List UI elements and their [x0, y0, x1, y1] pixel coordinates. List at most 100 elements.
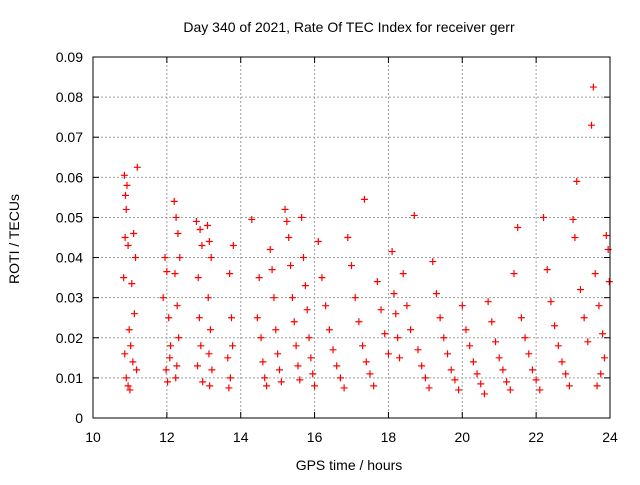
data-point	[203, 221, 211, 229]
data-point	[432, 290, 440, 298]
y-tick-label: 0.03	[56, 290, 83, 306]
data-point	[163, 268, 171, 276]
data-point	[429, 258, 437, 266]
data-point	[565, 382, 573, 390]
data-point	[588, 121, 596, 129]
data-point	[121, 191, 129, 199]
data-point	[274, 350, 282, 358]
data-point	[162, 366, 170, 374]
data-point	[307, 354, 315, 362]
x-axis-ticks: 10 12 14 16 18 20 22 24	[85, 57, 618, 445]
data-point	[303, 306, 311, 314]
data-point	[394, 334, 402, 342]
data-point	[253, 314, 261, 322]
data-point	[311, 382, 319, 390]
data-point	[462, 326, 470, 334]
y-tick-label: 0.07	[56, 129, 83, 145]
data-point	[318, 274, 326, 282]
data-point	[207, 254, 215, 262]
data-point	[390, 290, 398, 298]
data-point	[224, 354, 232, 362]
y-tick-label: 0	[75, 410, 83, 426]
data-point	[309, 370, 317, 378]
data-point	[425, 384, 433, 392]
data-point	[447, 366, 455, 374]
data-point	[595, 302, 603, 310]
data-point	[488, 318, 496, 326]
data-point	[277, 378, 285, 386]
data-point	[536, 386, 544, 394]
x-tick-label: 12	[159, 429, 175, 445]
data-point	[133, 366, 141, 374]
data-point	[173, 302, 181, 310]
data-point	[444, 350, 452, 358]
data-point	[255, 274, 263, 282]
data-point	[281, 205, 289, 213]
data-point	[597, 370, 605, 378]
data-point	[543, 266, 551, 274]
data-point	[125, 326, 133, 334]
chart-title: Day 340 of 2021, Rate Of TEC Index for r…	[183, 19, 515, 35]
x-tick-label: 24	[602, 429, 618, 445]
data-point	[591, 270, 599, 278]
data-point	[573, 177, 581, 185]
data-point	[362, 358, 370, 366]
data-point	[480, 390, 488, 398]
data-point	[528, 366, 536, 374]
data-point	[599, 330, 607, 338]
data-point	[196, 225, 204, 233]
data-point	[521, 334, 529, 342]
data-point	[589, 83, 597, 91]
data-point	[525, 350, 533, 358]
data-point	[261, 374, 269, 382]
x-tick-label: 22	[528, 429, 544, 445]
data-point	[199, 378, 207, 386]
data-point	[292, 342, 300, 350]
data-point	[173, 362, 181, 370]
data-point	[229, 242, 237, 250]
plot-frame	[92, 56, 611, 419]
data-point	[554, 342, 562, 350]
y-tick-label: 0.06	[56, 169, 83, 185]
y-axis-label: ROTI / TECUs	[6, 194, 22, 284]
data-point	[290, 318, 298, 326]
data-point	[344, 234, 352, 241]
data-point	[458, 302, 466, 310]
data-point	[227, 314, 235, 322]
data-point	[340, 384, 348, 392]
data-point	[333, 362, 341, 370]
data-point	[170, 197, 178, 205]
data-point	[120, 274, 128, 282]
data-point	[124, 382, 132, 390]
data-point	[165, 314, 173, 322]
data-point	[259, 358, 267, 366]
data-point	[198, 242, 206, 250]
data-point	[171, 270, 179, 278]
data-point	[360, 195, 368, 203]
data-point	[540, 213, 548, 221]
data-point	[359, 342, 367, 350]
data-point	[128, 280, 136, 288]
data-point	[287, 262, 295, 270]
data-point	[384, 350, 392, 358]
data-point	[121, 234, 129, 241]
data-point	[166, 354, 174, 362]
data-point	[451, 376, 459, 384]
data-point	[197, 342, 205, 350]
data-point	[298, 213, 306, 221]
data-point	[122, 374, 130, 382]
y-axis-ticks: 0 0.01 0.02 0.03 0.04 0.05 0.06 0.07 0.08 0.09	[56, 49, 610, 426]
data-point	[208, 366, 216, 374]
data-point	[194, 362, 202, 370]
data-point	[580, 314, 588, 322]
data-point	[377, 306, 385, 314]
data-point	[503, 378, 511, 386]
data-point	[285, 234, 293, 241]
data-point	[167, 342, 175, 350]
data-point	[172, 374, 180, 382]
data-point	[268, 266, 276, 274]
data-point	[275, 366, 283, 374]
y-tick-label: 0.08	[56, 89, 83, 105]
data-point	[510, 270, 518, 278]
